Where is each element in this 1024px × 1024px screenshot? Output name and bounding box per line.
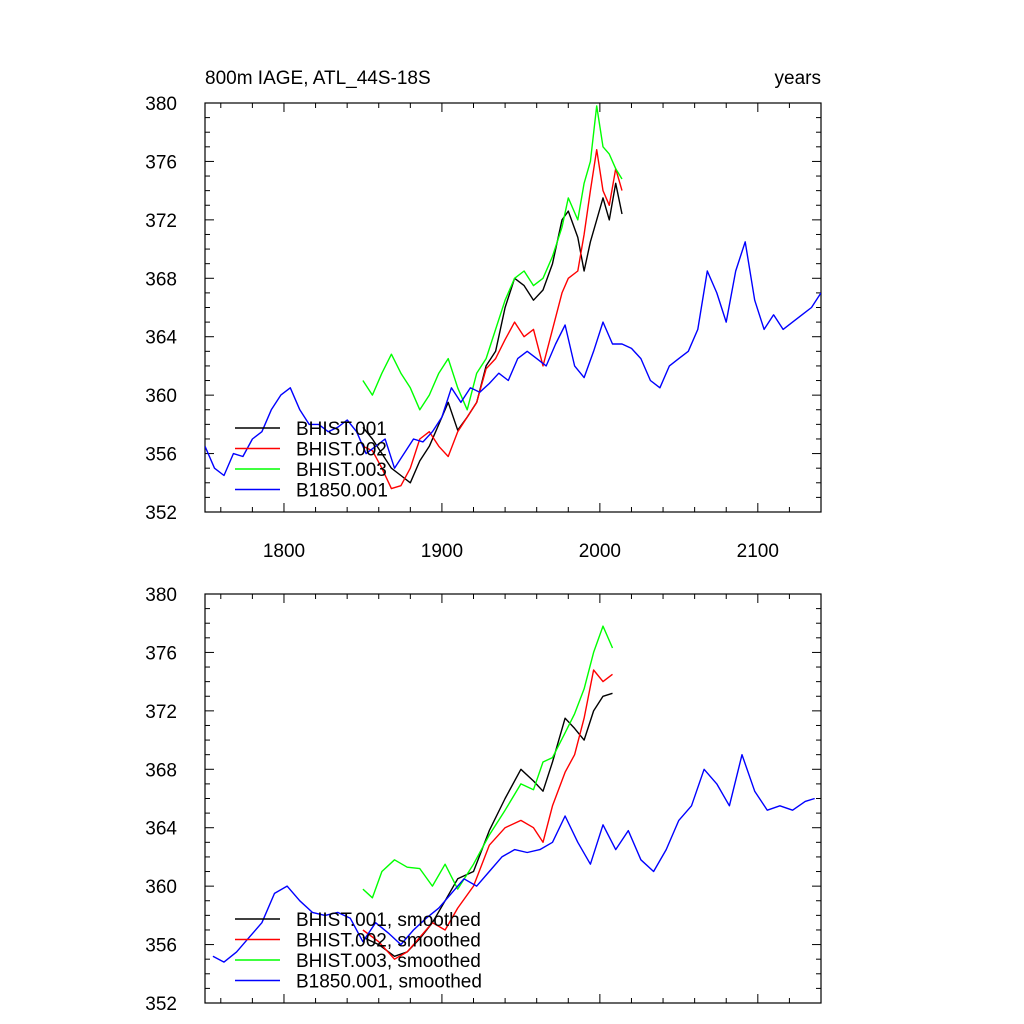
legend-label: BHIST.001, smoothed [296, 910, 481, 931]
y-tick-label: 364 [145, 328, 177, 349]
y-tick-label: 380 [145, 94, 177, 115]
y-tick-label: 376 [145, 643, 177, 664]
series-line-4 [212, 754, 815, 963]
y-tick-label: 360 [145, 877, 177, 898]
legend-label: BHIST.003 [296, 460, 387, 481]
y-tick-label: 360 [145, 386, 177, 407]
series-line-3 [362, 105, 623, 411]
x-tick-label: 1900 [421, 541, 463, 562]
y-tick-label: 372 [145, 211, 177, 232]
y-tick-label: 368 [145, 760, 177, 781]
y-tick-label: 356 [145, 936, 177, 957]
legend-label: BHIST.001 [296, 419, 387, 440]
legend-label: BHIST.002, smoothed [296, 931, 481, 952]
series-line-3 [362, 625, 614, 899]
series-line-2 [362, 669, 613, 960]
legend-label: BHIST.003, smoothed [296, 951, 481, 972]
y-tick-label: 380 [145, 585, 177, 606]
y-tick-label: 364 [145, 819, 177, 840]
x-tick-label: 2000 [579, 541, 621, 562]
y-tick-label: 352 [145, 503, 177, 524]
series-line-2 [362, 148, 623, 490]
chart-title: 800m IAGE, ATL_44S-18S [205, 68, 431, 89]
y-tick-label: 352 [145, 994, 177, 1015]
plot-panel-2: 352 356 360 364 368 372 376 380 BHIST.001, smoot… [145, 585, 822, 1015]
series-group [205, 105, 821, 490]
y-tick-label: 376 [145, 152, 177, 173]
y-tick-label: 368 [145, 269, 177, 290]
y-tick-label: 372 [145, 702, 177, 723]
x-tick-label: 2100 [737, 541, 779, 562]
legend-label: BHIST.002 [296, 440, 387, 461]
legend-label: B1850.001 [296, 481, 388, 502]
x-tick-label: 1800 [263, 541, 305, 562]
y-tick-label: 356 [145, 445, 177, 466]
legend-label: B1850.001, smoothed [296, 972, 482, 993]
chart-units: years [775, 68, 821, 89]
plot-panel-1: 352 356 360 364 368 372 376 380 1800 1900 2000 2100… [145, 68, 822, 562]
series-line-4 [205, 241, 821, 477]
series-group [212, 625, 815, 963]
series-line-1 [362, 182, 623, 484]
